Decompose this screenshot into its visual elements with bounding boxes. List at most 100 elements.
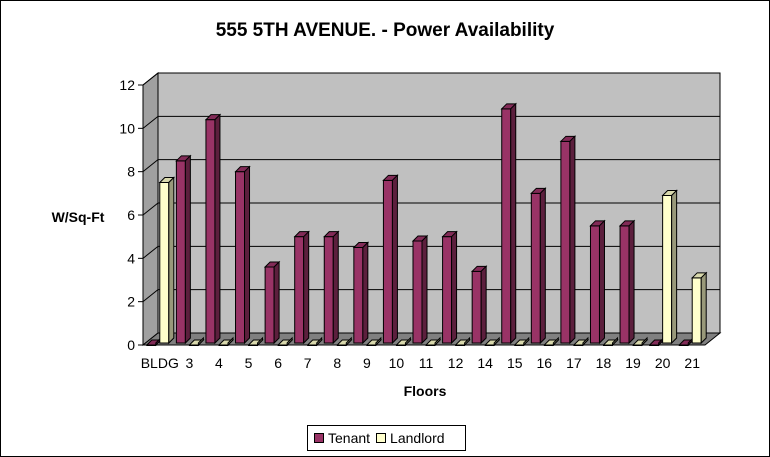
x-tick-label: 21 <box>684 355 700 371</box>
bar-tenant-12-side <box>451 230 458 345</box>
bar-tenant-5 <box>235 171 246 344</box>
bar-tenant-5-side <box>244 165 251 345</box>
bar-landlord-8-side <box>345 336 352 347</box>
bar-tenant-18-side <box>598 219 605 345</box>
x-tick-label: 20 <box>655 355 671 371</box>
bar-landlord-9-side <box>375 336 382 347</box>
legend-label-tenant: Tenant <box>328 430 371 446</box>
bar-tenant-19 <box>619 225 630 344</box>
x-tick-label: 9 <box>363 355 371 371</box>
x-tick-label: 6 <box>274 355 282 371</box>
bar-landlord-21-side <box>700 271 707 345</box>
legend-item-landlord: Landlord <box>376 430 445 446</box>
x-tick-label: 10 <box>389 355 405 371</box>
bar-tenant-6 <box>264 266 275 344</box>
bar-landlord-14-side <box>493 336 500 347</box>
x-tick-label: 8 <box>333 355 341 371</box>
bar-tenant-14-side <box>480 265 487 345</box>
y-tick-label: 6 <box>127 207 135 223</box>
gridline-side <box>142 72 159 86</box>
bar-landlord-10-side <box>404 336 411 347</box>
x-tick-label: 14 <box>477 355 493 371</box>
gridline-side <box>142 115 159 129</box>
bar-tenant-19-side <box>628 219 635 345</box>
x-tick-label: 5 <box>245 355 253 371</box>
y-tick-label: 10 <box>119 120 135 136</box>
bar-tenant-10-side <box>391 174 398 345</box>
bar-landlord-20 <box>662 195 673 344</box>
bar-tenant-17 <box>560 140 571 344</box>
bar-tenant-16 <box>530 192 541 344</box>
bar-landlord-7-side <box>316 336 323 347</box>
x-tick-label: 7 <box>304 355 312 371</box>
bar-tenant-4 <box>205 119 216 344</box>
bar-landlord-11-side <box>434 336 441 347</box>
bars <box>145 102 708 347</box>
gridline-side <box>142 202 159 216</box>
bar-tenant-15 <box>501 108 512 344</box>
bar-landlord-bldg <box>159 182 170 344</box>
bar-tenant-17-side <box>569 135 576 345</box>
bar-tenant-8-side <box>332 230 339 345</box>
bar-tenant-9-side <box>362 241 369 345</box>
bar-tenant-12 <box>442 236 453 344</box>
y-tick-label: 8 <box>127 164 135 180</box>
x-tick-label: 11 <box>419 355 434 371</box>
y-axis-ticks: 0 2 4 6 8 10 12 <box>119 77 144 353</box>
x-tick-label: 19 <box>625 355 641 371</box>
legend: Tenant Landlord <box>307 425 466 451</box>
gridlines <box>142 72 720 303</box>
bar-landlord-19-side <box>641 336 648 347</box>
bar-landlord-15-side <box>523 336 530 347</box>
bar-tenant-3-side <box>184 154 191 345</box>
x-tick-label: 16 <box>537 355 553 371</box>
x-tick-label: 17 <box>566 355 582 371</box>
legend-label-landlord: Landlord <box>390 430 445 446</box>
bar-tenant-6-side <box>273 260 280 345</box>
y-tick-label: 12 <box>119 77 135 93</box>
bar-tenant-11-side <box>421 234 428 345</box>
y-tick-label: 2 <box>127 294 135 310</box>
bar-landlord-21 <box>691 277 702 344</box>
x-axis-label: Floors <box>404 383 447 399</box>
bar-landlord-12-side <box>464 336 471 347</box>
x-tick-label: 18 <box>596 355 612 371</box>
y-axis-label: W/Sq-Ft <box>52 209 105 225</box>
bar-tenant-11 <box>412 240 423 344</box>
bar-landlord-4-side <box>227 336 234 347</box>
bar-tenant-18 <box>589 225 600 344</box>
bar-landlord-5-side <box>257 336 264 347</box>
bar-tenant-4-side <box>214 113 221 345</box>
gridline-side <box>142 289 159 303</box>
chart-title: 555 5TH AVENUE. - Power Availability <box>215 20 555 41</box>
bar-tenant-15-side <box>510 102 517 345</box>
bar-tenant-10 <box>382 179 393 344</box>
x-tick-label: 12 <box>448 355 464 371</box>
gridline-side <box>142 245 159 259</box>
x-tick-label: 15 <box>507 355 523 371</box>
bar-landlord-17-side <box>582 336 589 347</box>
bar-landlord-3-side <box>197 336 204 347</box>
legend-swatch-tenant <box>314 433 324 443</box>
bar-landlord-6-side <box>286 336 293 347</box>
legend-swatch-landlord <box>376 433 387 443</box>
bar-tenant-14 <box>471 270 482 344</box>
bar-tenant-9 <box>353 247 364 344</box>
bar-landlord-18-side <box>611 336 618 347</box>
bar-landlord-20-side <box>671 189 678 345</box>
x-tick-label: 3 <box>185 355 193 371</box>
y-tick-label: 4 <box>127 250 135 266</box>
x-axis-ticks: BLDG 3 4 5 6 7 8 9 10 11 12 14 15 16 17 18 19 20 21 <box>141 355 700 371</box>
bar-tenant-8 <box>323 236 334 344</box>
x-tick-label: BLDG <box>141 355 179 371</box>
gridline-side <box>142 159 159 173</box>
bar-landlord-16-side <box>552 336 559 347</box>
bar-tenant-7-side <box>303 230 310 345</box>
legend-item-tenant: Tenant <box>314 430 370 446</box>
bar-landlord-bldg-side <box>168 176 175 345</box>
y-tick-label: 0 <box>127 337 135 353</box>
bar-tenant-3 <box>175 160 186 344</box>
bar-tenant-7 <box>294 236 305 344</box>
bar-tenant-16-side <box>539 187 546 345</box>
